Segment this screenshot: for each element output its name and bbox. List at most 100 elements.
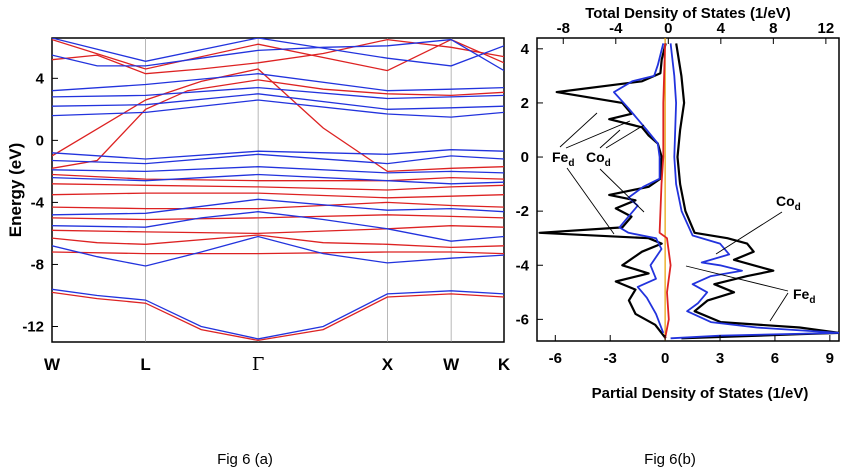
dos-x-tick-label: 6 (771, 350, 779, 367)
annotation-co-lower-base: Co (776, 193, 795, 209)
band-structure-panel: 4 0 -4 -8 -12 W L Γ X W K Energy (eV) Fig 6 (a) (6, 37, 511, 468)
y-tick-label: -8 (31, 256, 44, 273)
annotation-co-lower: Cod (776, 193, 801, 213)
band-lines (52, 38, 504, 342)
fe-band-line (52, 38, 504, 75)
fe-band-line (52, 38, 504, 72)
caption-b: Fig 6(b) (644, 451, 696, 468)
arrow-co-2 (605, 124, 645, 149)
kpoint-label: W (443, 355, 460, 374)
y-tick-label: -12 (22, 318, 44, 335)
fe-band-line (52, 68, 504, 173)
band-plot-frame (51, 37, 505, 343)
fe-band-line (52, 291, 504, 342)
dos-y-tick-label: -6 (516, 311, 529, 328)
dos-y-tick-label: -4 (516, 257, 530, 274)
annotation-fe-upper-base: Fe (552, 149, 569, 165)
fe-d-dos-line (658, 43, 672, 339)
arrow-co-3 (599, 168, 645, 213)
co-band-line (52, 38, 504, 67)
fe-band-line (52, 251, 504, 255)
co-band-line (52, 288, 504, 340)
dos-panel: 4 2 0 -2 -4 -6 -6 -3 0 3 6 9 -8 -4 0 4 8 12 Total Density… (516, 5, 840, 468)
annotation-co-upper-sub: d (605, 158, 611, 169)
y-tick-label: 0 (36, 132, 44, 149)
arrow-co-4 (715, 211, 783, 255)
fe-band-line (52, 214, 504, 221)
dos-x-tick-label: 9 (826, 350, 834, 367)
co-band-line (52, 99, 504, 118)
y-tick-label: 4 (36, 70, 45, 87)
total-dos-line (538, 43, 667, 339)
total-dos-line (675, 43, 839, 340)
annotation-arrows (559, 112, 789, 322)
band-y-axis-label: Energy (eV) (6, 143, 25, 237)
co-band-line (52, 198, 504, 216)
co-band-line (52, 149, 504, 160)
kpoint-label: W (44, 355, 61, 374)
annotation-co-upper: Cod (586, 149, 611, 169)
fe-band-line (52, 201, 504, 210)
co-band-line (52, 173, 504, 185)
kpoint-label: K (498, 355, 511, 374)
dos-y-tick-label: 4 (521, 41, 530, 58)
dos-x-tick-label: -6 (549, 350, 562, 367)
annotation-fe-lower-base: Fe (793, 286, 810, 302)
arrow-fe-5 (769, 292, 789, 322)
dos-top-tick-label: -8 (557, 20, 570, 37)
dos-x-tick-label: 0 (661, 350, 669, 367)
dos-top-tick-label: 8 (769, 20, 777, 37)
kpoint-label: Γ (252, 354, 265, 375)
annotation-co-upper-base: Co (586, 149, 605, 165)
svg-text:Fed: Fed (793, 286, 815, 306)
dos-x-tick-label: 3 (716, 350, 724, 367)
kpoint-label: L (140, 355, 150, 374)
fe-band-line (52, 79, 504, 169)
co-band-line (52, 166, 504, 174)
fe-band-line (52, 183, 504, 191)
co-band-line (52, 38, 504, 72)
arrow-fe-3 (566, 167, 615, 235)
dos-y-tick-label: -2 (516, 203, 529, 220)
dos-bottom-axis-label: Partial Density of States (1/eV) (592, 385, 809, 402)
dos-y-tick-label: 2 (521, 95, 529, 112)
svg-text:Cod: Cod (586, 149, 611, 169)
fe-band-line (52, 234, 504, 249)
annotation-fe-upper-sub: d (568, 158, 574, 169)
annotation-fe-lower: Fed (793, 286, 815, 306)
arrow-fe-4 (685, 265, 789, 292)
arrow-co-1 (599, 129, 621, 149)
svg-text:Fed: Fed (552, 149, 574, 169)
co-band-line (52, 93, 504, 110)
co-band-line (52, 153, 504, 165)
annotation-co-lower-sub: d (795, 202, 801, 213)
dos-y-tick-label: 0 (521, 149, 529, 166)
dos-x-tick-label: -3 (604, 350, 617, 367)
dos-top-tick-label: 0 (664, 20, 672, 37)
co-d-dos-line (613, 43, 665, 334)
fe-band-line (52, 225, 504, 235)
dos-top-tick-label: 12 (818, 20, 835, 37)
co-band-line (52, 73, 504, 92)
annotation-fe-lower-sub: d (809, 295, 815, 306)
caption-a: Fig 6 (a) (217, 451, 273, 468)
kpoint-label: X (382, 355, 394, 374)
co-d-dos-line (669, 43, 839, 340)
arrow-fe-1 (559, 112, 598, 148)
y-tick-label: -4 (31, 194, 45, 211)
band-y-ticks: 4 0 -4 -8 -12 (22, 70, 58, 335)
dos-top-axis-label: Total Density of States (1/eV) (585, 5, 791, 22)
dos-top-tick-label: -4 (609, 20, 623, 37)
dos-lines (538, 38, 839, 341)
co-band-line (52, 86, 504, 100)
annotation-fe-upper: Fed (552, 149, 574, 169)
fe-band-line (52, 173, 504, 182)
dos-top-tick-label: 4 (717, 20, 726, 37)
svg-text:Cod: Cod (776, 193, 801, 213)
fe-band-line (52, 192, 504, 199)
co-band-line (52, 235, 504, 267)
dos-ticks: 4 2 0 -2 -4 -6 -6 -3 0 3 6 9 -8 -4 0 4 8 12 (516, 20, 835, 367)
co-band-line (52, 211, 504, 242)
